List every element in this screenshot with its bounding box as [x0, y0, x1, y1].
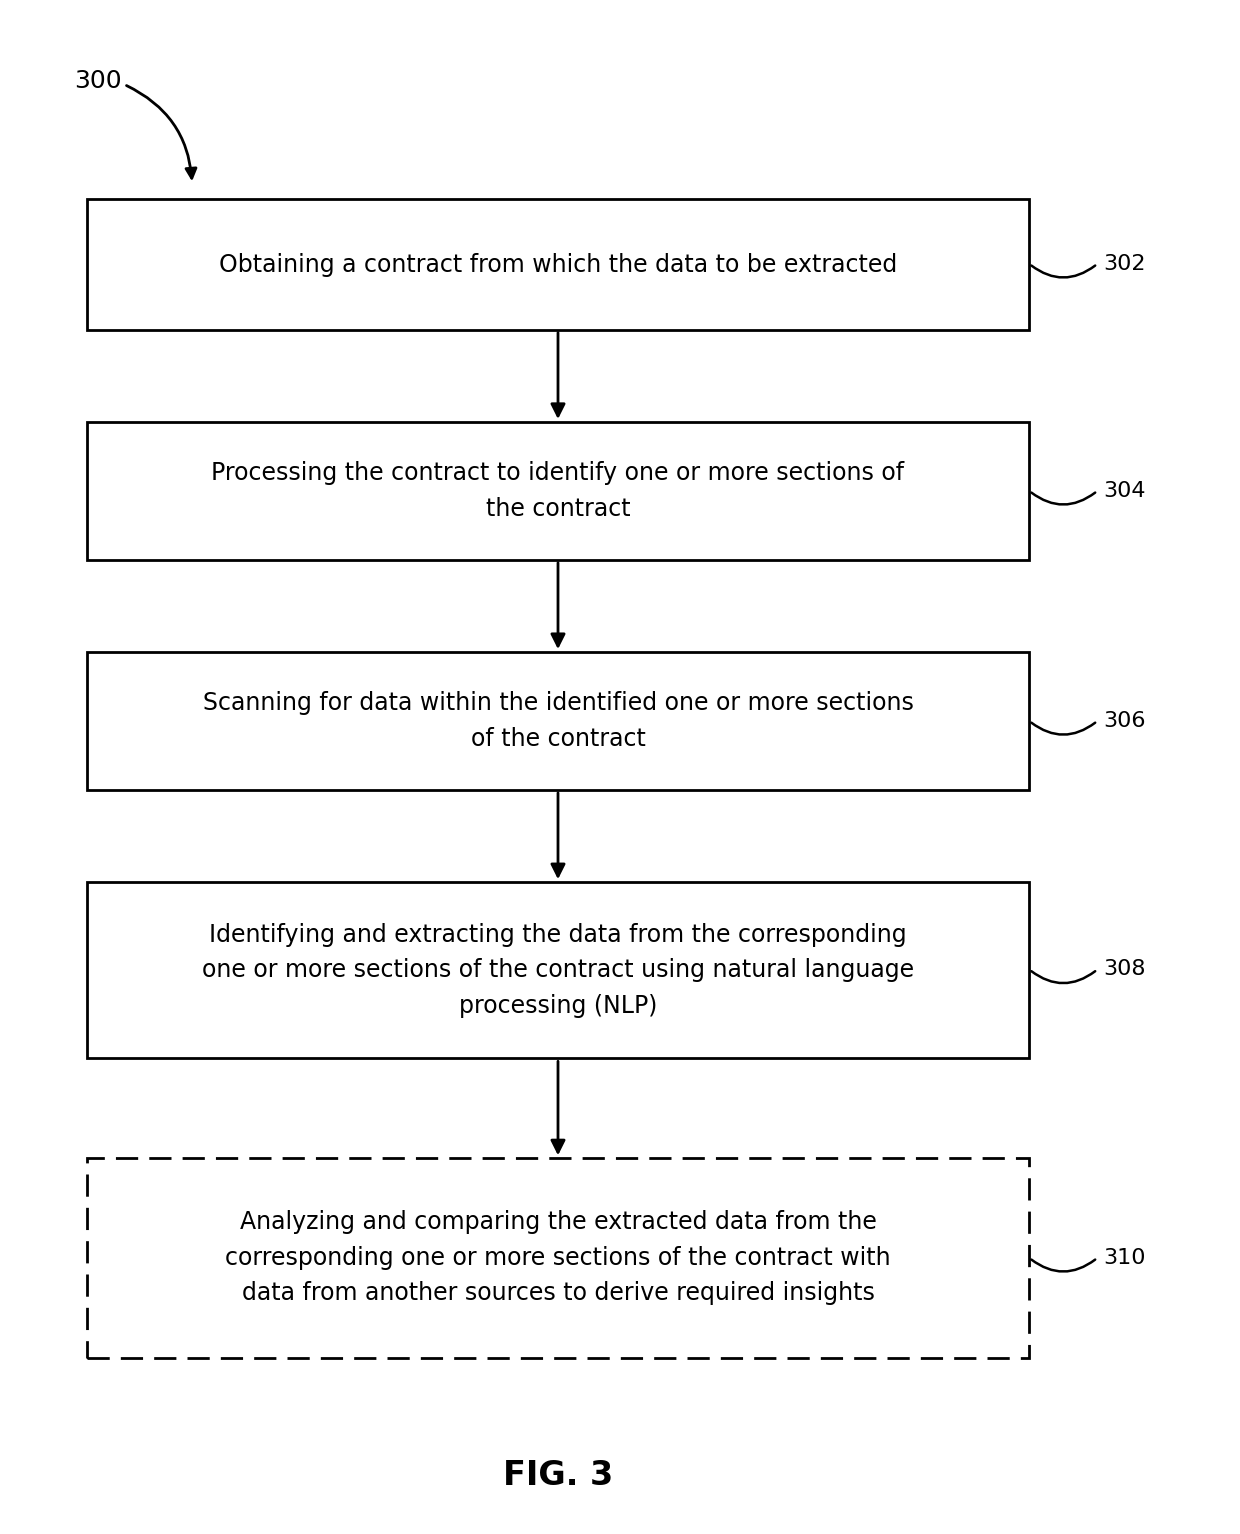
Bar [87, 199, 1029, 330]
Bar [87, 422, 1029, 560]
Text: Identifying and extracting the data from the corresponding
one or more sections : Identifying and extracting the data from… [202, 923, 914, 1017]
Text: Analyzing and comparing the extracted data from the
corresponding one or more se: Analyzing and comparing the extracted da… [226, 1210, 890, 1305]
Text: FIG. 3: FIG. 3 [503, 1459, 613, 1493]
Text: Processing the contract to identify one or more sections of
the contract: Processing the contract to identify one … [212, 462, 904, 520]
Text: 302: 302 [1104, 253, 1146, 275]
Text: 310: 310 [1104, 1247, 1146, 1269]
Text: Obtaining a contract from which the data to be extracted: Obtaining a contract from which the data… [219, 253, 897, 276]
Bar [87, 652, 1029, 790]
Text: 300: 300 [74, 69, 122, 94]
Text: 306: 306 [1104, 710, 1146, 732]
Text: 304: 304 [1104, 480, 1146, 502]
Text: Scanning for data within the identified one or more sections
of the contract: Scanning for data within the identified … [202, 692, 914, 750]
Bar [87, 1158, 1029, 1358]
Bar [87, 882, 1029, 1058]
Text: 308: 308 [1104, 959, 1146, 980]
